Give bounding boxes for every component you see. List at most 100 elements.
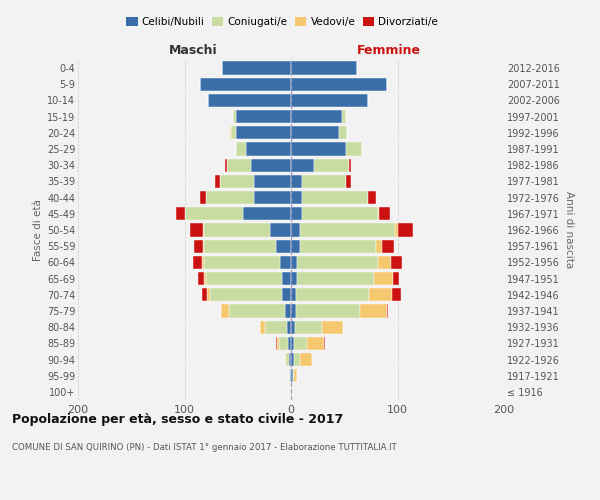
Bar	[254, 191, 291, 204]
Bar	[291, 304, 296, 318]
Bar	[220, 175, 254, 188]
Text: Femmine: Femmine	[357, 44, 421, 57]
Bar	[289, 369, 290, 382]
Bar	[291, 240, 299, 253]
Bar	[210, 288, 283, 302]
Bar	[387, 304, 388, 318]
Bar	[176, 207, 185, 220]
Bar	[291, 158, 314, 172]
Bar	[291, 386, 292, 398]
Bar	[298, 272, 374, 285]
Bar	[368, 191, 376, 204]
Bar	[302, 175, 346, 188]
Bar	[283, 288, 291, 302]
Bar	[260, 320, 265, 334]
Bar	[276, 240, 291, 253]
Bar	[251, 158, 291, 172]
Bar	[324, 336, 325, 350]
Bar	[265, 320, 287, 334]
Bar	[232, 126, 236, 140]
Bar	[291, 207, 302, 220]
Bar	[291, 78, 387, 91]
Bar	[291, 320, 295, 334]
Bar	[299, 353, 312, 366]
Bar	[222, 62, 291, 74]
Bar	[225, 158, 227, 172]
Bar	[293, 369, 294, 382]
Bar	[298, 256, 379, 269]
Bar	[236, 142, 246, 156]
Bar	[208, 94, 291, 107]
Bar	[202, 288, 207, 302]
Bar	[395, 224, 398, 236]
Bar	[243, 207, 291, 220]
Bar	[230, 126, 232, 140]
Bar	[227, 158, 251, 172]
Bar	[236, 126, 291, 140]
Bar	[374, 272, 393, 285]
Bar	[295, 320, 322, 334]
Bar	[233, 110, 236, 124]
Bar	[280, 256, 291, 269]
Bar	[206, 191, 254, 204]
Bar	[346, 142, 362, 156]
Bar	[190, 224, 203, 236]
Bar	[346, 175, 350, 188]
Bar	[221, 304, 229, 318]
Bar	[391, 256, 402, 269]
Bar	[294, 369, 298, 382]
Bar	[291, 336, 294, 350]
Bar	[291, 62, 357, 74]
Bar	[291, 224, 299, 236]
Bar	[291, 256, 298, 269]
Bar	[279, 336, 288, 350]
Bar	[393, 272, 398, 285]
Bar	[291, 353, 294, 366]
Bar	[289, 353, 291, 366]
Bar	[291, 369, 293, 382]
Bar	[254, 175, 291, 188]
Bar	[200, 78, 291, 91]
Text: Popolazione per età, sesso e stato civile - 2017: Popolazione per età, sesso e stato civil…	[12, 412, 343, 426]
Bar	[291, 175, 302, 188]
Bar	[203, 224, 270, 236]
Bar	[291, 142, 346, 156]
Bar	[307, 336, 324, 350]
Bar	[299, 224, 395, 236]
Bar	[291, 191, 302, 204]
Bar	[314, 158, 349, 172]
Bar	[270, 224, 291, 236]
Bar	[291, 272, 298, 285]
Bar	[322, 320, 343, 334]
Bar	[203, 272, 206, 285]
Bar	[294, 336, 307, 350]
Bar	[291, 288, 296, 302]
Bar	[286, 353, 289, 366]
Legend: Celibi/Nubili, Coniugati/e, Vedovi/e, Divorziati/e: Celibi/Nubili, Coniugati/e, Vedovi/e, Di…	[122, 12, 442, 32]
Bar	[246, 142, 291, 156]
Bar	[202, 256, 203, 269]
Bar	[206, 272, 283, 285]
Bar	[203, 240, 276, 253]
Y-axis label: Anni di nascita: Anni di nascita	[564, 192, 574, 268]
Bar	[284, 353, 286, 366]
Bar	[291, 126, 339, 140]
Text: COMUNE DI SAN QUIRINO (PN) - Dati ISTAT 1° gennaio 2017 - Elaborazione TUTTITALI: COMUNE DI SAN QUIRINO (PN) - Dati ISTAT …	[12, 442, 397, 452]
Bar	[369, 288, 392, 302]
Bar	[376, 240, 382, 253]
Bar	[360, 304, 387, 318]
Bar	[398, 224, 413, 236]
Bar	[200, 191, 206, 204]
Bar	[276, 336, 277, 350]
Bar	[379, 256, 391, 269]
Bar	[287, 320, 291, 334]
Bar	[207, 288, 210, 302]
Bar	[349, 158, 350, 172]
Text: Maschi: Maschi	[169, 44, 217, 57]
Bar	[194, 240, 203, 253]
Bar	[299, 240, 376, 253]
Bar	[291, 110, 342, 124]
Bar	[288, 336, 291, 350]
Bar	[342, 110, 346, 124]
Bar	[382, 240, 394, 253]
